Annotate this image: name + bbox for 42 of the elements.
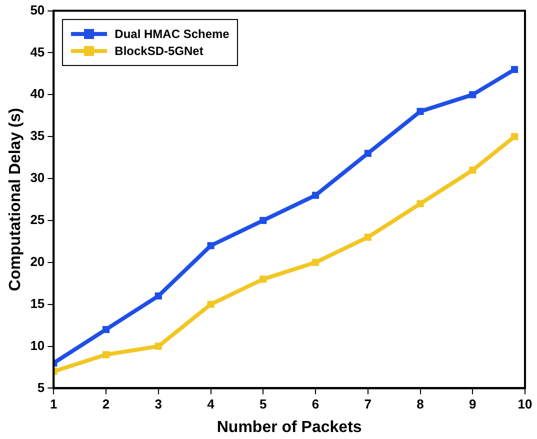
point — [260, 216, 267, 224]
x-tick-label: 1 — [50, 396, 58, 412]
x-tick-label: 10 — [518, 396, 532, 412]
point — [364, 234, 372, 241]
y-tick-label: 50 — [30, 2, 45, 18]
y-tick-label: 35 — [30, 128, 45, 144]
point — [207, 242, 214, 250]
point — [416, 200, 424, 208]
y-tick-label: 5 — [37, 380, 45, 395]
x-tick-label: 2 — [102, 396, 110, 412]
y-tick-label: 15 — [30, 296, 45, 311]
x-tick-label: 7 — [364, 396, 372, 412]
x-tick-label: 9 — [469, 396, 476, 412]
y-tick-label: 10 — [30, 338, 45, 353]
y-tick-label: 20 — [30, 254, 45, 269]
point — [469, 91, 476, 98]
legend-label: BlockSD-5GNet — [114, 44, 204, 58]
x-tick-label: 3 — [154, 396, 162, 412]
x-tick-label: 8 — [416, 396, 424, 412]
y-tick-label: 45 — [30, 44, 45, 60]
y-tick-label: 40 — [30, 86, 45, 102]
legend-label: Dual HMAC Scheme — [114, 26, 230, 41]
point — [154, 342, 162, 350]
point — [469, 166, 476, 174]
point — [207, 300, 214, 308]
point — [312, 192, 320, 199]
y-axis-title: Computational Delay (s) — [7, 108, 24, 292]
point — [260, 276, 267, 283]
x-axis-title: Number of Packets — [216, 418, 362, 436]
point — [364, 150, 372, 157]
y-tick-label: 30 — [30, 170, 45, 186]
x-tick-label: 5 — [260, 396, 267, 412]
point — [102, 326, 110, 334]
point — [510, 133, 518, 140]
point — [312, 258, 320, 266]
x-tick-label: 4 — [207, 396, 216, 412]
point — [102, 351, 110, 358]
point — [154, 292, 162, 300]
point — [510, 66, 518, 74]
x-tick-label: 6 — [312, 396, 320, 412]
y-tick-label: 25 — [30, 212, 45, 228]
point — [416, 108, 424, 115]
